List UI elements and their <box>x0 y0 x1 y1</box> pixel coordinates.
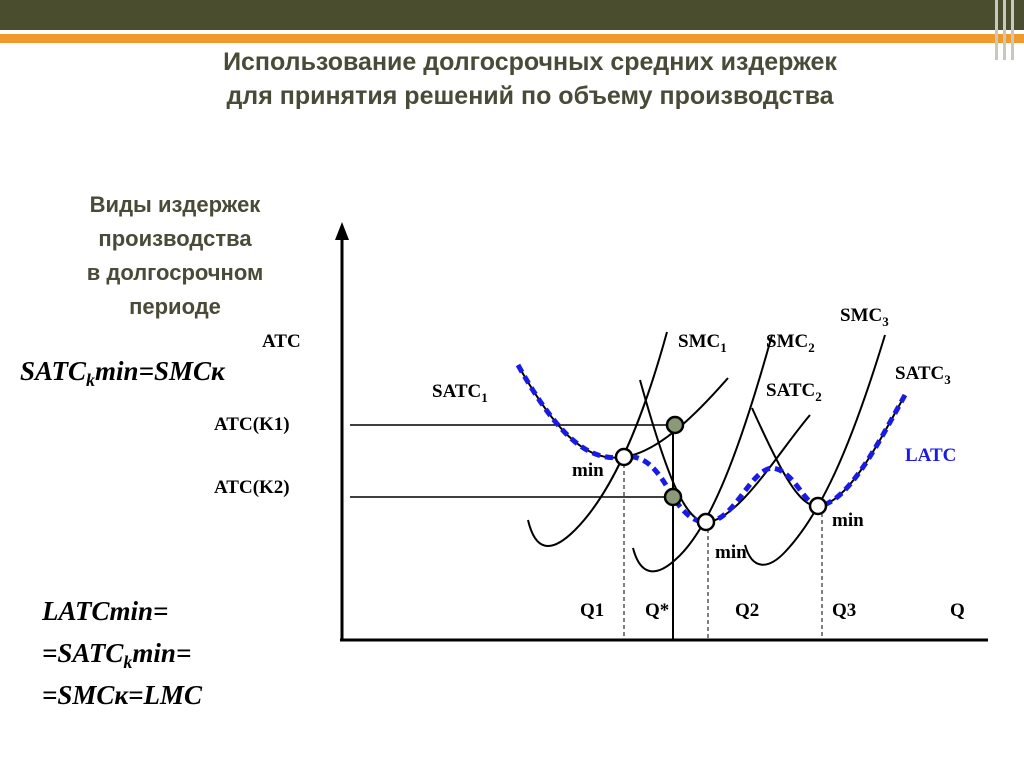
side-text: в долгосрочном <box>87 260 264 285</box>
level-label: ATC(K1) <box>214 414 290 435</box>
min-label: min <box>572 460 604 481</box>
q-label: Q* <box>645 600 669 621</box>
min-label: min <box>832 510 864 531</box>
label-sub: 1 <box>481 390 488 405</box>
curve-label: SMC3 <box>840 305 889 329</box>
label-part: SATC <box>432 381 481 402</box>
label-part: SMC <box>678 331 720 352</box>
level-label: ATC(K2) <box>214 477 290 498</box>
q-label: Q2 <box>735 600 759 621</box>
formula-part: min= <box>132 638 191 668</box>
curves <box>515 331 908 573</box>
side-stripes <box>995 0 1014 60</box>
formula-sub: k <box>86 370 95 390</box>
label-part: SMC <box>840 305 882 326</box>
formula-part: min=SMCк <box>95 356 226 386</box>
side-text: Виды издержек <box>90 192 262 217</box>
axis-label: ATC <box>262 331 301 352</box>
q-label: Q3 <box>832 600 856 621</box>
label-sub: 2 <box>808 340 815 355</box>
axis-label: Q <box>950 600 965 621</box>
formula: LATCmin= <box>41 596 168 626</box>
top-bar <box>0 0 1024 30</box>
formula-sub: k <box>123 652 132 672</box>
points <box>614 415 828 532</box>
label-sub: 3 <box>944 372 951 387</box>
latc-label: LATC <box>905 445 956 466</box>
q-label: Q1 <box>580 600 604 621</box>
title: для принятия решений по объему производс… <box>226 82 834 110</box>
curve-label: SATC2 <box>766 380 822 404</box>
formula-part: =SATC <box>42 638 124 668</box>
label-sub: 1 <box>720 340 727 355</box>
formula: SATCkmin=SMCк <box>20 356 226 390</box>
label-part: SMC <box>766 331 808 352</box>
label-sub: 3 <box>882 314 889 329</box>
formula: =SATCkmin= <box>42 638 191 672</box>
label-part: SATC <box>895 363 944 384</box>
accent-bar <box>0 34 1024 43</box>
label-part: SATC <box>766 380 815 401</box>
curve-label: SATC1 <box>432 381 488 405</box>
min-label: min <box>715 542 747 563</box>
curve-label: SATC3 <box>895 363 951 387</box>
formula-part: SATC <box>20 356 87 386</box>
guide-lines <box>350 424 823 640</box>
formula: =SMCк=LMC <box>42 680 203 710</box>
side-text: периоде <box>129 294 221 319</box>
curve-label: SMC1 <box>678 331 727 355</box>
side-text: производства <box>98 226 252 251</box>
label-sub: 2 <box>815 389 822 404</box>
title: Использование долгосрочных средних издер… <box>223 48 837 76</box>
curve-label: SMC2 <box>766 331 815 355</box>
axes <box>335 222 988 642</box>
